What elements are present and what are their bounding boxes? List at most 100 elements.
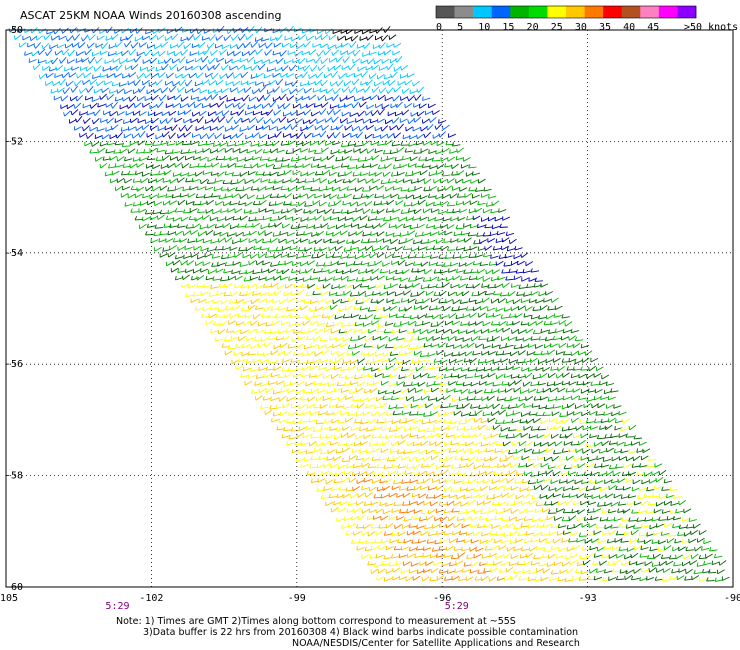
wind-barb — [358, 335, 367, 341]
wind-barb — [646, 463, 655, 468]
wind-barb — [319, 404, 328, 409]
wind-barb — [449, 193, 458, 199]
wind-barb — [150, 72, 159, 78]
wind-barb — [507, 493, 515, 499]
wind-barb — [312, 43, 321, 48]
wind-barb — [554, 305, 563, 311]
wind-barb — [627, 501, 635, 506]
legend-swatch — [491, 6, 511, 18]
wind-barb — [210, 284, 219, 289]
wind-barb — [503, 462, 511, 469]
wind-barb — [242, 253, 251, 259]
wind-barb — [135, 170, 144, 176]
wind-barb — [537, 471, 547, 476]
wind-barb — [110, 33, 119, 41]
wind-barb — [542, 508, 550, 513]
wind-barb — [350, 245, 359, 251]
wind-barb — [250, 298, 259, 305]
wind-barb — [243, 320, 251, 326]
wind-barb — [447, 336, 456, 341]
wind-barb — [419, 352, 429, 357]
wind-barb — [482, 321, 491, 327]
wind-barb — [354, 343, 363, 349]
wind-barb — [362, 85, 371, 93]
wind-barb — [275, 34, 283, 41]
wind-barb — [399, 232, 408, 237]
wind-barb — [556, 508, 565, 513]
wind-barb — [598, 449, 608, 454]
wind-barb — [249, 209, 258, 214]
wind-barb — [235, 232, 244, 237]
wind-barb — [355, 434, 363, 440]
wind-barb — [400, 298, 410, 303]
wind-barb — [308, 49, 317, 56]
wind-barb — [290, 224, 300, 229]
wind-barb — [221, 64, 229, 71]
wind-barb — [120, 192, 129, 198]
wind-barb — [462, 179, 471, 184]
wind-barb — [274, 222, 283, 228]
wind-barb — [315, 372, 324, 378]
wind-barb — [367, 307, 377, 312]
wind-barb — [390, 283, 398, 288]
wind-barb — [498, 208, 507, 213]
wind-barb — [362, 253, 371, 259]
wind-barb — [161, 111, 170, 116]
wind-barb — [320, 34, 329, 41]
wind-barb — [577, 350, 586, 356]
wind-barb — [600, 395, 609, 401]
wind-barb — [459, 276, 469, 281]
lon-tick-label: -93 — [579, 593, 597, 604]
wind-barb — [482, 232, 492, 237]
wind-barb — [362, 96, 371, 101]
wind-barb — [332, 321, 341, 327]
wind-barb — [409, 426, 418, 431]
wind-barb — [245, 246, 254, 252]
wind-barb — [139, 201, 148, 206]
wind-barb — [613, 404, 622, 409]
wind-barb — [550, 523, 559, 529]
wind-barb — [446, 500, 455, 506]
wind-barb — [343, 247, 352, 252]
wind-barb — [258, 42, 267, 48]
wind-barb — [325, 141, 333, 146]
wind-barb — [324, 418, 333, 424]
time-label: 5:29 — [445, 601, 469, 612]
wind-barb — [220, 88, 229, 94]
legend-swatch — [640, 6, 660, 18]
wind-barb — [443, 530, 452, 536]
wind-barb — [641, 479, 650, 485]
wind-barb — [385, 321, 394, 327]
wind-barb — [394, 524, 403, 530]
wind-barb — [573, 457, 582, 462]
wind-barb — [486, 337, 495, 342]
wind-barb — [331, 94, 339, 101]
wind-barb — [433, 494, 442, 499]
wind-barb — [489, 485, 498, 491]
wind-barb — [443, 238, 452, 243]
wind-barb — [515, 494, 524, 500]
wind-barb — [274, 179, 283, 184]
wind-barb — [272, 185, 281, 191]
wind-barb — [538, 291, 547, 297]
wind-barb — [267, 134, 276, 140]
wind-barb — [549, 418, 557, 423]
wind-barb — [223, 336, 233, 342]
wind-barb — [222, 179, 232, 185]
wind-barb — [658, 539, 667, 545]
wind-barb — [548, 329, 557, 334]
wind-barb — [425, 335, 434, 342]
wind-barb — [142, 102, 151, 108]
wind-barb — [475, 367, 485, 372]
wind-barb — [352, 397, 361, 402]
wind-barb — [354, 187, 363, 192]
wind-barb — [493, 494, 502, 499]
wind-barb — [519, 508, 527, 515]
wind-barb — [209, 126, 218, 131]
wind-barb — [80, 34, 89, 42]
wind-barb — [237, 358, 247, 363]
wind-barb — [348, 86, 356, 94]
wind-barb — [312, 200, 321, 206]
wind-barb — [277, 306, 287, 311]
wind-barb — [154, 201, 163, 207]
